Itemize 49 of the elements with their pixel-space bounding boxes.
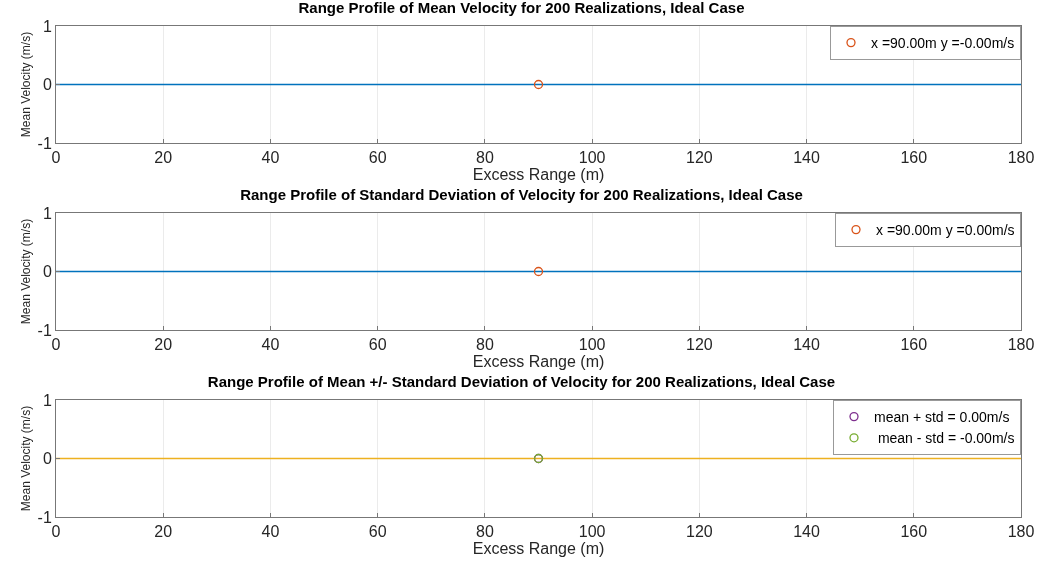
x-tick-label: 100 [578, 336, 606, 354]
x-tick-label: 20 [154, 149, 173, 167]
x-tick-label: 180 [1007, 149, 1035, 167]
x-tick-label: 40 [261, 149, 280, 167]
chart-title: Range Profile of Mean +/- Standard Deviation of Velocity for 200 Realizations, Ideal Case [207, 373, 836, 391]
x-axis-title: Excess Range (m) [472, 353, 605, 371]
legend-label: x =90.00m y =0.00m/s [876, 222, 1015, 239]
y-tick-label: 1 [42, 204, 52, 222]
x-tick-label: 100 [578, 523, 606, 541]
chart-title: Range Profile of Mean Velocity for 200 Realizations, Ideal Case [298, 0, 745, 17]
x-tick-label: 40 [261, 523, 280, 541]
x-tick-label: 20 [154, 336, 173, 354]
x-tick-label: 180 [1007, 523, 1035, 541]
y-tick-label: 0 [42, 450, 52, 468]
legend-label: mean - std = -0.00m/s [874, 430, 1015, 447]
y-tick-label: 0 [42, 76, 52, 94]
y-tick-label: -1 [37, 134, 52, 152]
x-tick-label: 120 [685, 523, 713, 541]
x-tick-label: 120 [685, 149, 713, 167]
x-axis-title: Excess Range (m) [472, 540, 605, 558]
y-tick-label: 0 [42, 263, 52, 281]
x-tick-label: 60 [368, 149, 387, 167]
x-tick-label: 160 [900, 336, 928, 354]
x-tick-label: 20 [154, 523, 173, 541]
x-tick-label: 100 [578, 149, 606, 167]
y-tick-label: -1 [37, 508, 52, 526]
x-tick-label: 140 [793, 336, 821, 354]
y-tick-label: 1 [42, 391, 52, 409]
x-axis-title: Excess Range (m) [472, 166, 605, 184]
legend-label: x =90.00m y =-0.00m/s [871, 35, 1015, 52]
x-tick-label: 120 [685, 336, 713, 354]
x-tick-label: 140 [793, 523, 821, 541]
x-tick-label: 140 [793, 149, 821, 167]
x-tick-label: 80 [475, 149, 494, 167]
chart-title: Range Profile of Standard Deviation of Velocity for 200 Realizations, Ideal Case [240, 186, 803, 204]
x-tick-label: 60 [368, 336, 387, 354]
y-axis-title: Mean Velocity (m/s) [18, 218, 33, 325]
y-tick-label: 1 [42, 17, 52, 35]
x-tick-label: 80 [475, 336, 494, 354]
x-tick-label: 160 [900, 149, 928, 167]
x-tick-label: 160 [900, 523, 928, 541]
x-tick-label: 180 [1007, 336, 1035, 354]
legend-label: mean + std = 0.00m/s [874, 409, 1010, 426]
x-tick-label: 40 [261, 336, 280, 354]
y-axis-title: Mean Velocity (m/s) [18, 405, 33, 512]
x-tick-label: 80 [475, 523, 494, 541]
x-tick-label: 60 [368, 523, 387, 541]
y-axis-title: Mean Velocity (m/s) [18, 31, 33, 138]
y-tick-label: -1 [37, 321, 52, 339]
